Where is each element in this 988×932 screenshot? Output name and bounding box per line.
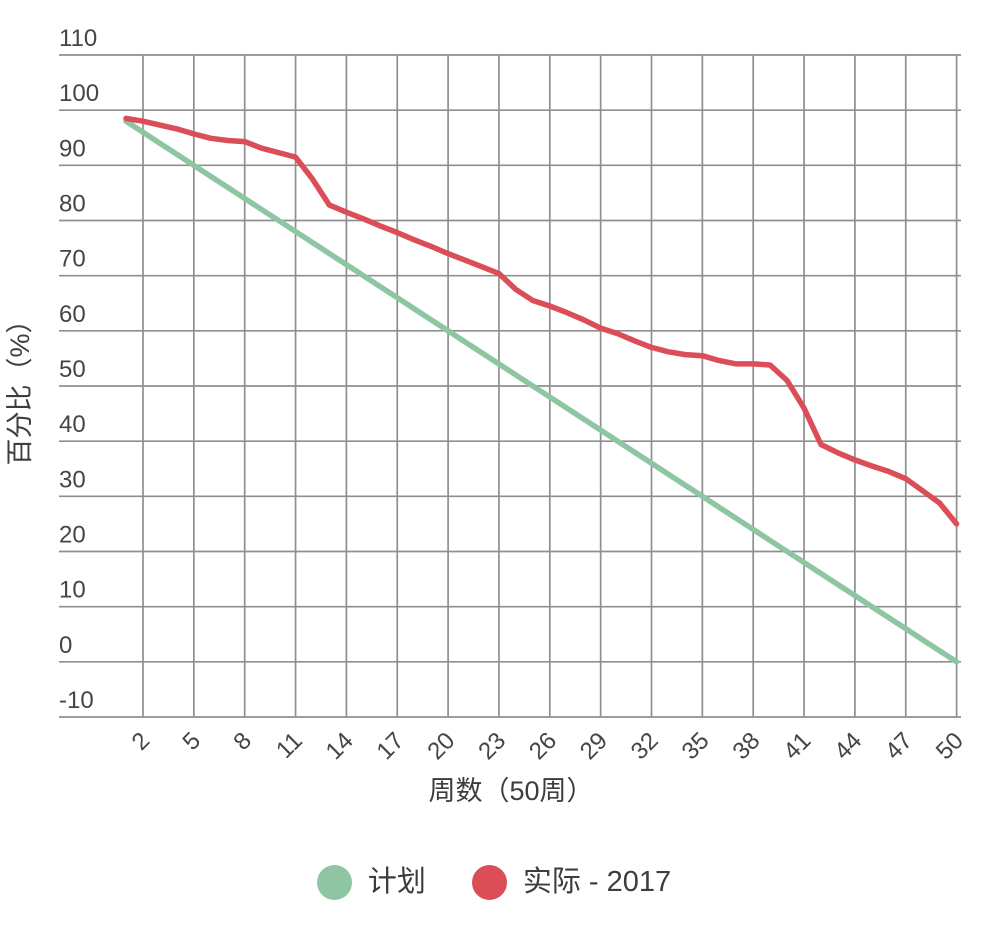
x-tick-label: 47 [880, 727, 918, 765]
x-tick-label: 29 [575, 727, 613, 765]
legend-label-actual: 实际 - 2017 [522, 866, 672, 898]
y-tick-label: 10 [59, 577, 86, 604]
legend-item-actual-2017[interactable]: 实际 - 2017 [471, 865, 672, 900]
series-layer [123, 115, 960, 665]
y-tick-label: 80 [59, 191, 86, 218]
x-tick-label: 5 [178, 727, 207, 756]
grid-layer [59, 54, 961, 718]
y-axis-title: 百分比（%） [5, 306, 35, 465]
x-tick-label: 17 [372, 727, 410, 765]
legend-marker-actual-icon [471, 865, 507, 900]
x-tick-label: 8 [228, 727, 257, 756]
x-tick-label: 35 [677, 727, 715, 765]
y-tick-label: 20 [59, 522, 86, 549]
actual-line [123, 115, 960, 527]
y-tick-label: 70 [59, 246, 86, 273]
plan-line [123, 118, 960, 665]
x-axis-title: 周数（50周） [428, 776, 593, 806]
y-tick-label: 110 [59, 25, 97, 52]
y-tick-label: 50 [59, 356, 86, 383]
y-tick-label: 0 [59, 632, 72, 659]
x-tick-label: 32 [626, 727, 664, 765]
x-tick-label: 44 [829, 727, 867, 765]
legend-marker-plan-icon [316, 865, 352, 900]
legend-item-plan[interactable]: 计划 [316, 865, 426, 900]
x-tick-label: 2 [127, 727, 156, 756]
x-tick-label: 11 [271, 727, 308, 764]
legend-label-plan: 计划 [367, 866, 426, 898]
y-tick-label: -10 [59, 687, 94, 714]
x-tick-label: 20 [422, 727, 460, 765]
x-tick-label: 38 [727, 727, 765, 765]
y-tick-label: 40 [59, 411, 86, 438]
y-tick-label: 90 [59, 135, 86, 162]
x-tick-label: 50 [931, 727, 969, 765]
x-tick-label: 14 [321, 727, 359, 765]
x-tick-label: 23 [473, 727, 511, 765]
y-tick-label: 100 [59, 80, 99, 107]
legend: 计划 实际 - 2017 [0, 865, 988, 900]
y-tick-label: 60 [59, 301, 86, 328]
x-tick-label: 26 [524, 727, 562, 765]
y-tick-label: 30 [59, 466, 86, 493]
x-tick-label: 41 [778, 727, 816, 765]
